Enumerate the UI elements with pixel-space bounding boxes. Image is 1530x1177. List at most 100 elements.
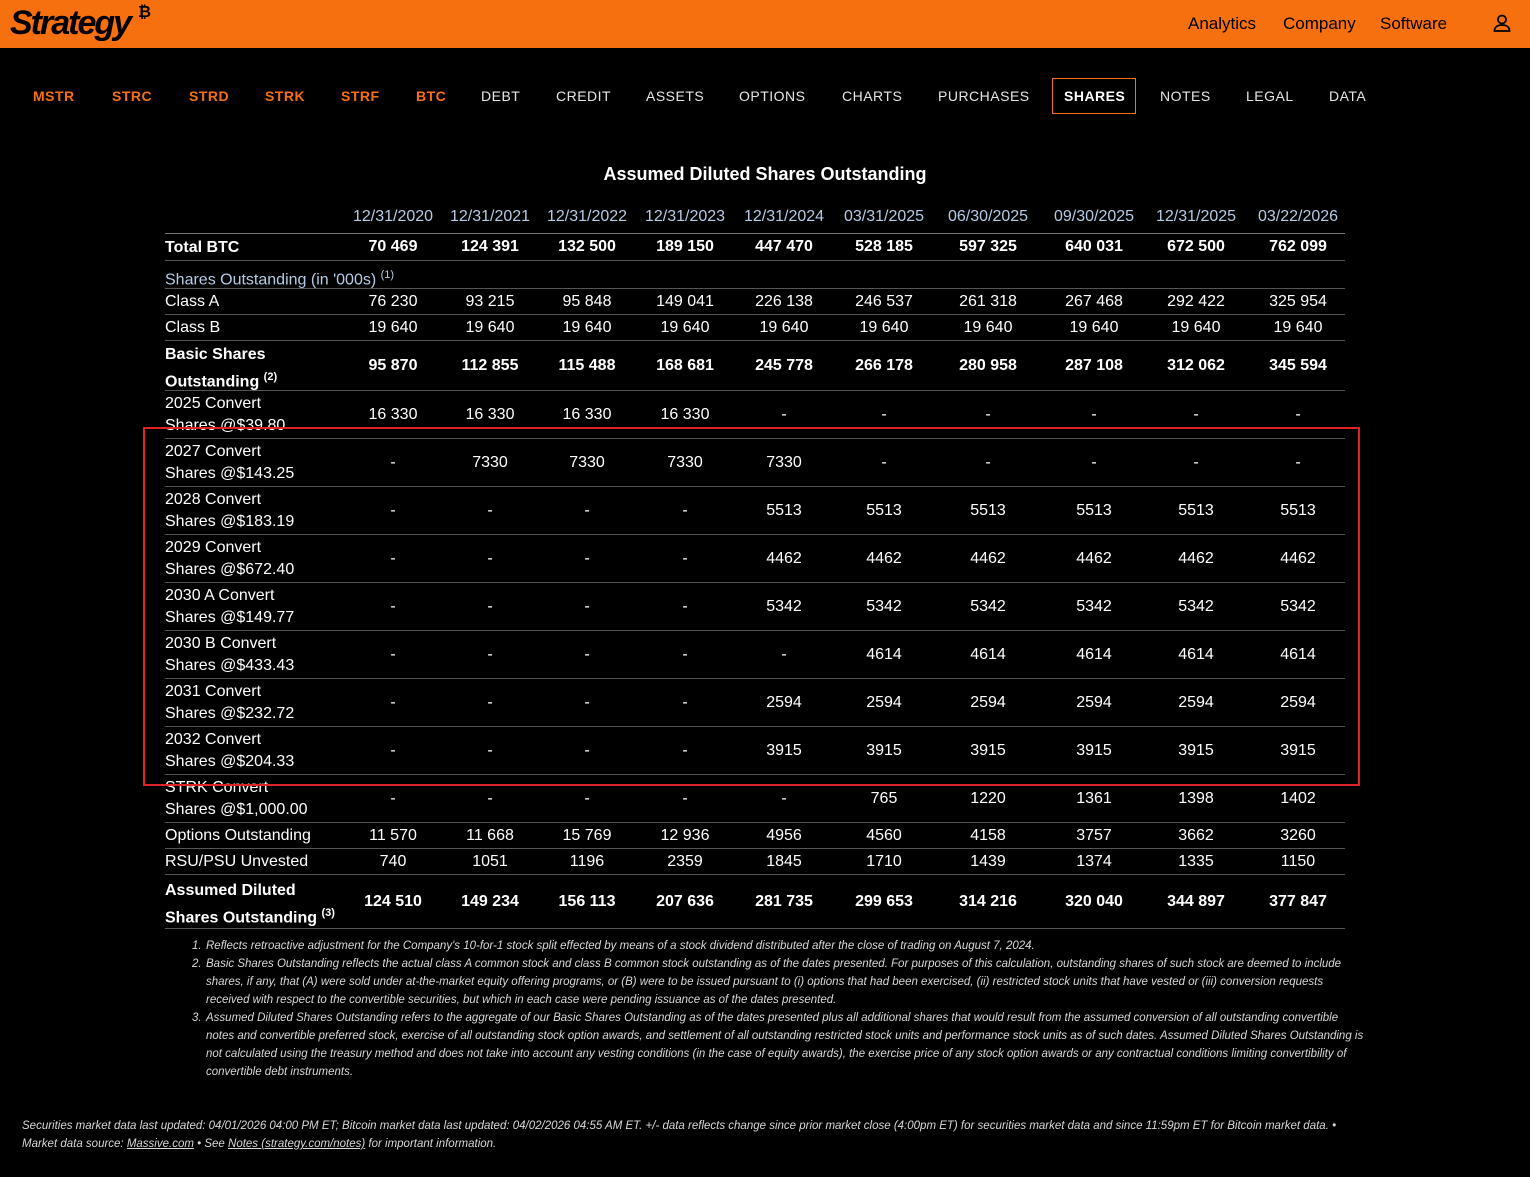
row-label-line-2: Outstanding [165, 373, 260, 391]
tab-strf[interactable]: STRF [341, 88, 380, 104]
table-cell: 19 640 [1069, 318, 1119, 336]
row-label: Options Outstanding [165, 825, 311, 847]
row-label: Shares Outstanding (in '000s) (1) [165, 264, 394, 291]
table-cell: 261 318 [959, 292, 1017, 310]
column-header: 03/22/2026 [1257, 208, 1339, 225]
row-label-line-1: 2030 A Convert [165, 587, 275, 604]
table-cell: 1051 [472, 852, 508, 870]
notes-link[interactable]: Notes (strategy.com/notes) [228, 1138, 366, 1150]
table-cell: 1398 [1178, 789, 1214, 807]
table-cell: 4462 [866, 549, 902, 567]
tab-assets[interactable]: ASSETS [646, 88, 705, 104]
table-cell: 3915 [1280, 741, 1316, 759]
row-label-line-2: Shares @$39.80 [165, 417, 286, 434]
table-cell: - [881, 405, 887, 423]
table-cell: - [781, 405, 787, 423]
table-cell: 3915 [1076, 741, 1112, 759]
table-cell: 1196 [569, 852, 605, 870]
row-label-line-1: STRK Convert [165, 779, 269, 796]
source-link[interactable]: Massive.com [126, 1138, 194, 1150]
table-cell: 95 870 [368, 356, 418, 374]
table-cell: 345 594 [1269, 356, 1327, 374]
table-cell: - [584, 501, 590, 519]
table-cell: 149 041 [656, 292, 714, 310]
nav-analytics[interactable]: Analytics [1188, 14, 1257, 33]
table-cell: 740 [379, 852, 407, 870]
tab-strd[interactable]: STRD [189, 88, 230, 104]
table-cell: - [487, 693, 493, 711]
column-header: 03/31/2025 [843, 208, 925, 225]
tab-charts[interactable]: CHARTS [842, 88, 903, 104]
table-cell: - [390, 453, 396, 471]
nav-company[interactable]: Company [1283, 14, 1356, 33]
table-cell: - [1295, 453, 1301, 471]
table-cell: - [390, 549, 396, 567]
table-cell: 19 640 [859, 318, 909, 336]
tab-mstr[interactable]: MSTR [33, 88, 75, 104]
table-cell: 1361 [1076, 789, 1112, 807]
table-cell: 765 [870, 789, 898, 807]
table-cell: - [781, 645, 787, 663]
table-header-row: 12/31/2020 12/31/2021 12/31/2022 12/31/2023… [165, 204, 1345, 234]
footer-line-1: Securities market data last updated: 04/… [22, 1120, 1337, 1132]
table-cell: - [584, 597, 590, 615]
tab-options[interactable]: OPTIONS [739, 88, 806, 104]
table-cell: 287 108 [1065, 356, 1123, 374]
table-cell: 1402 [1280, 789, 1316, 807]
table-cell: 16 330 [465, 405, 515, 423]
table-cell: - [390, 693, 396, 711]
table-cell: - [881, 453, 887, 471]
row-label-line-1: Class A [165, 293, 220, 310]
tab-strk[interactable]: STRK [265, 88, 306, 104]
table-row: Class B 19 640 19 640 19 640 19 640 19 640 19 … [165, 315, 1345, 341]
tab-data[interactable]: DATA [1329, 88, 1367, 104]
table-cell: 3260 [1280, 826, 1316, 844]
table-cell: 4560 [866, 826, 902, 844]
table-cell: - [584, 741, 590, 759]
table-cell: 156 113 [558, 892, 616, 910]
user-icon[interactable] [1492, 13, 1512, 33]
row-label-line-1: 2028 Convert [165, 491, 262, 508]
table-cell: - [487, 549, 493, 567]
footer-source-label: Market data source: [22, 1138, 127, 1150]
tab-debt[interactable]: DEBT [481, 88, 521, 104]
footer-suffix: for important information. [365, 1138, 497, 1150]
table-cell: 5342 [1076, 597, 1112, 615]
table-cell: 267 468 [1065, 292, 1123, 310]
table-cell: 5342 [970, 597, 1006, 615]
table-cell: 11 570 [369, 826, 417, 844]
table-row: 2032 Convert Shares @$204.33 - - - - 3915 3915 3… [165, 727, 1345, 775]
footnote-number: 2. [192, 958, 202, 970]
row-label-line-1: Options Outstanding [165, 827, 311, 844]
tab-notes[interactable]: NOTES [1160, 88, 1211, 104]
row-label-line-2: Shares @$232.72 [165, 705, 295, 722]
table-cell: 19 640 [368, 318, 418, 336]
column-header: 12/31/2025 [1155, 208, 1237, 225]
table-cell: 15 769 [562, 826, 612, 844]
row-label-line-1: Assumed Diluted [165, 882, 296, 899]
table-cell: - [1193, 405, 1199, 423]
table-cell: 2594 [1280, 693, 1316, 711]
tab-btc[interactable]: BTC [416, 88, 447, 104]
tab-purchases[interactable]: PURCHASES [938, 88, 1030, 104]
tab-credit[interactable]: CREDIT [556, 88, 612, 104]
nav-software[interactable]: Software [1380, 14, 1448, 33]
footer: Securities market data last updated: 04/… [22, 1117, 1512, 1153]
footnote-marker: (3) [321, 907, 335, 919]
table-cell: - [682, 645, 688, 663]
table-cell: - [390, 597, 396, 615]
logo[interactable]: Strategy [10, 4, 132, 42]
tab-shares[interactable]: SHARES [1064, 88, 1126, 104]
table-cell: 4158 [970, 826, 1006, 844]
footnote-text: Basic Shares Outstanding reflects the ac… [206, 958, 1342, 1006]
table-row: 2030 A Convert Shares @$149.77 - - - - 5342 534… [165, 583, 1345, 631]
tab-strc[interactable]: STRC [112, 88, 153, 104]
row-label-line-2: Shares @$183.19 [165, 513, 295, 530]
table-cell: 1335 [1178, 852, 1214, 870]
tab-legal[interactable]: LEGAL [1246, 88, 1294, 104]
table-cell: - [682, 501, 688, 519]
table-cell: 3915 [866, 741, 902, 759]
column-header: 12/31/2021 [449, 208, 531, 225]
footnote-marker: (1) [380, 269, 395, 281]
table-cell: 76 230 [368, 292, 418, 310]
